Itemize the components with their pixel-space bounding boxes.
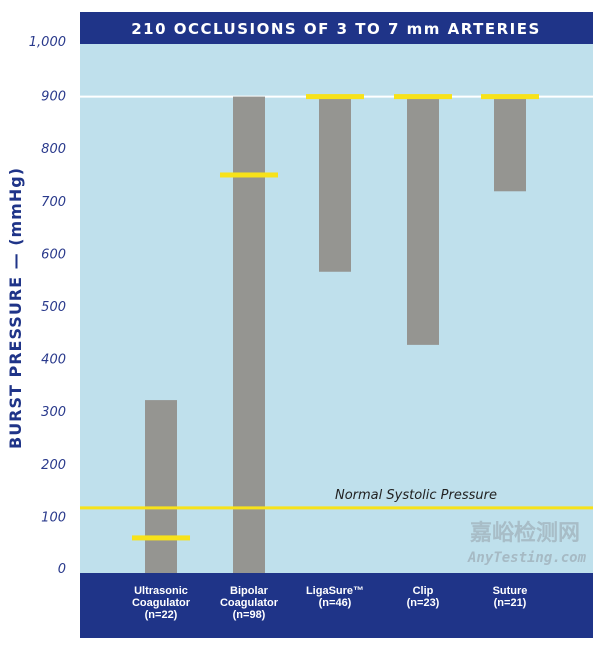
y-tick-label: 0 — [58, 562, 66, 577]
category-label: Suture — [493, 585, 528, 597]
category-label: LigaSure™ — [306, 585, 364, 597]
y-tick-label: 100 — [41, 510, 66, 525]
y-tick-label: 700 — [41, 195, 66, 210]
watermark-cn: 嘉峪检测网 — [470, 520, 580, 546]
range-bar — [233, 96, 265, 573]
category-label: (n=46) — [319, 597, 352, 609]
marker — [132, 535, 190, 541]
y-tick-label: 400 — [41, 353, 66, 368]
marker — [394, 94, 452, 100]
y-tick-label: 1,000 — [29, 35, 66, 50]
y-tick-label: 600 — [41, 247, 66, 262]
watermark-en: AnyTesting.com — [467, 550, 587, 566]
reference-line-label: Normal Systolic Pressure — [335, 488, 497, 503]
category-label: Coagulator — [132, 597, 191, 609]
range-bar — [145, 400, 177, 573]
category-label: (n=23) — [407, 597, 440, 609]
marker — [220, 172, 278, 178]
range-bar — [494, 96, 526, 192]
category-label: (n=21) — [494, 597, 527, 609]
category-label: Clip — [413, 585, 434, 597]
category-label: Bipolar — [230, 585, 269, 597]
range-bar — [407, 96, 439, 345]
y-axis-label: BURST PRESSURE — (mmHg) — [6, 167, 25, 449]
y-tick-label: 900 — [41, 90, 66, 105]
marker — [306, 94, 364, 100]
category-label: (n=22) — [145, 609, 178, 621]
y-tick-label: 500 — [41, 300, 66, 315]
category-band — [80, 573, 593, 638]
marker — [481, 94, 539, 100]
chart-title: 210 OCCLUSIONS OF 3 TO 7 mm ARTERIES — [131, 20, 541, 38]
category-label: Coagulator — [220, 597, 279, 609]
range-bar — [319, 96, 351, 272]
category-label: Ultrasonic — [134, 585, 188, 597]
y-tick-label: 200 — [41, 458, 66, 473]
y-tick-label: 800 — [41, 142, 66, 157]
y-tick-label: 300 — [41, 405, 66, 420]
category-label: (n=98) — [233, 609, 266, 621]
title-band — [80, 12, 593, 44]
